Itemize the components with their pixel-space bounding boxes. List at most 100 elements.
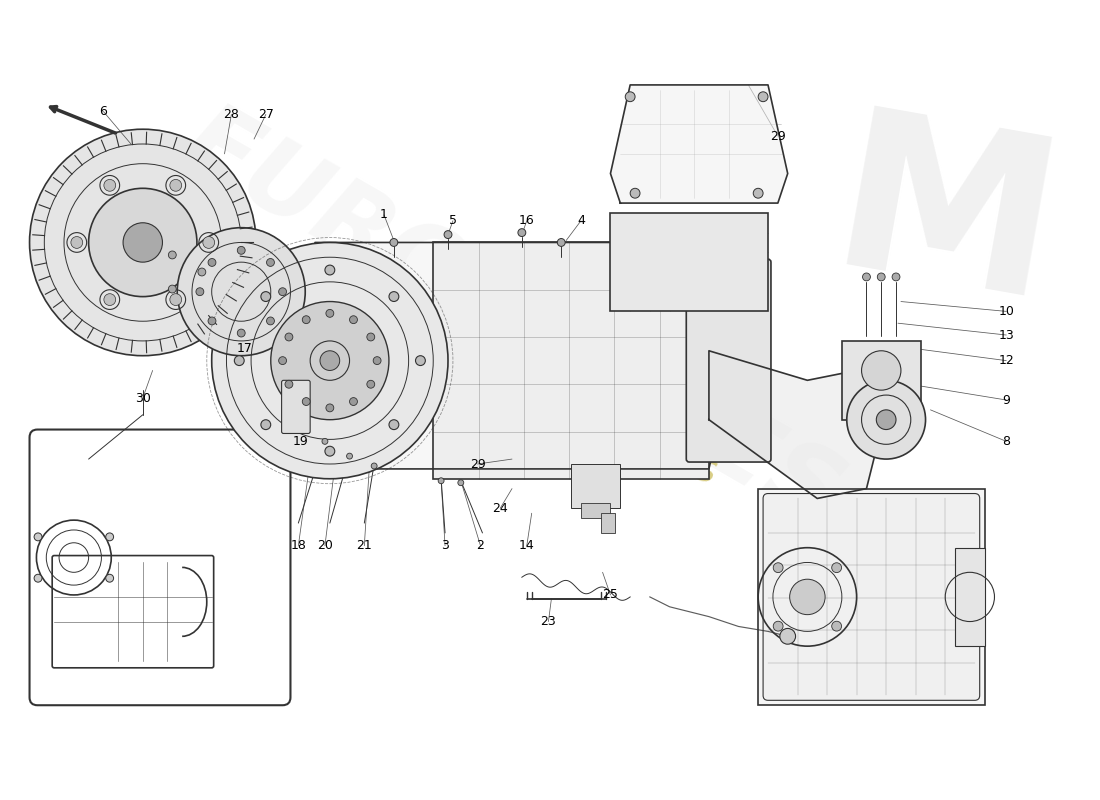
- Circle shape: [285, 380, 293, 388]
- Text: 1: 1: [381, 208, 388, 222]
- Bar: [610, 213, 768, 311]
- Circle shape: [832, 562, 842, 573]
- Text: 18: 18: [290, 539, 306, 552]
- FancyBboxPatch shape: [763, 494, 980, 700]
- Text: 13: 13: [999, 329, 1014, 342]
- Circle shape: [366, 333, 375, 341]
- Circle shape: [106, 574, 113, 582]
- Polygon shape: [286, 242, 728, 469]
- Circle shape: [389, 420, 399, 430]
- Text: 19: 19: [293, 435, 308, 448]
- Circle shape: [389, 238, 398, 246]
- Text: M: M: [817, 98, 1072, 347]
- Circle shape: [758, 92, 768, 102]
- Bar: [571, 464, 620, 508]
- Text: 14: 14: [519, 539, 535, 552]
- Circle shape: [790, 579, 825, 614]
- Circle shape: [234, 356, 244, 366]
- Circle shape: [266, 317, 274, 325]
- Text: 27: 27: [257, 108, 274, 121]
- Text: 10: 10: [999, 305, 1014, 318]
- Polygon shape: [610, 85, 788, 203]
- Circle shape: [89, 188, 197, 297]
- Circle shape: [302, 398, 310, 406]
- Text: 23: 23: [540, 615, 557, 628]
- Circle shape: [34, 533, 42, 541]
- Bar: [433, 242, 708, 478]
- Circle shape: [103, 179, 116, 191]
- Circle shape: [754, 188, 763, 198]
- Bar: [955, 548, 984, 646]
- Text: 3: 3: [441, 539, 449, 552]
- Circle shape: [208, 258, 216, 266]
- Circle shape: [320, 350, 340, 370]
- Circle shape: [518, 229, 526, 237]
- Circle shape: [366, 380, 375, 388]
- Circle shape: [261, 292, 271, 302]
- Text: 12: 12: [999, 354, 1014, 367]
- Text: 17: 17: [236, 342, 252, 355]
- Circle shape: [278, 357, 286, 365]
- Text: 16: 16: [519, 214, 535, 227]
- Circle shape: [211, 242, 448, 478]
- Circle shape: [350, 398, 358, 406]
- Circle shape: [103, 294, 116, 306]
- Circle shape: [773, 562, 783, 573]
- FancyBboxPatch shape: [282, 380, 310, 434]
- Circle shape: [773, 622, 783, 631]
- Text: 29: 29: [770, 130, 785, 142]
- Circle shape: [30, 130, 256, 356]
- Circle shape: [106, 533, 113, 541]
- Circle shape: [438, 478, 444, 484]
- Circle shape: [198, 268, 206, 276]
- Circle shape: [202, 237, 215, 248]
- Circle shape: [625, 92, 635, 102]
- Circle shape: [123, 222, 163, 262]
- Circle shape: [877, 410, 896, 430]
- Text: 6: 6: [99, 105, 108, 118]
- Circle shape: [371, 463, 377, 469]
- Circle shape: [168, 285, 176, 293]
- Circle shape: [285, 333, 293, 341]
- Circle shape: [238, 329, 245, 337]
- Text: 8: 8: [1002, 435, 1010, 448]
- Text: 21: 21: [356, 539, 372, 552]
- Circle shape: [238, 246, 245, 254]
- Circle shape: [169, 294, 182, 306]
- Text: 20: 20: [317, 539, 333, 552]
- Circle shape: [458, 480, 464, 486]
- Polygon shape: [708, 350, 887, 498]
- Circle shape: [373, 357, 381, 365]
- Text: 5: 5: [449, 214, 456, 227]
- Circle shape: [878, 273, 886, 281]
- Circle shape: [324, 446, 334, 456]
- Text: 28: 28: [223, 108, 240, 121]
- Text: 25: 25: [603, 589, 618, 602]
- Circle shape: [177, 228, 305, 356]
- Circle shape: [346, 453, 352, 459]
- Text: EUROSPARES: EUROSPARES: [166, 94, 858, 549]
- Circle shape: [266, 258, 274, 266]
- Text: 30: 30: [135, 391, 151, 405]
- Circle shape: [322, 438, 328, 444]
- Circle shape: [324, 265, 334, 275]
- Circle shape: [168, 251, 176, 259]
- Circle shape: [862, 273, 870, 281]
- Circle shape: [278, 288, 286, 296]
- Circle shape: [70, 237, 82, 248]
- Circle shape: [326, 310, 333, 318]
- Circle shape: [832, 622, 842, 631]
- Circle shape: [444, 230, 452, 238]
- Text: 9: 9: [1002, 394, 1010, 406]
- Bar: [842, 341, 921, 420]
- Circle shape: [847, 380, 925, 459]
- Bar: [601, 514, 615, 533]
- Text: 2: 2: [476, 539, 484, 552]
- Circle shape: [261, 420, 271, 430]
- Circle shape: [196, 288, 204, 296]
- Text: 24: 24: [493, 502, 508, 515]
- Circle shape: [861, 350, 901, 390]
- Circle shape: [630, 188, 640, 198]
- Circle shape: [892, 273, 900, 281]
- Text: a passion for spare parts: a passion for spare parts: [244, 329, 721, 490]
